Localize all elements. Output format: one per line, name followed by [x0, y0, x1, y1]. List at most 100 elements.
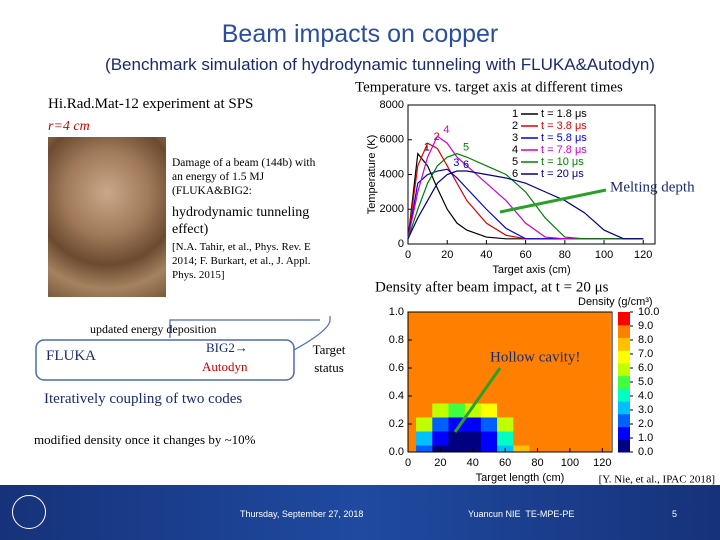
density-cell	[545, 431, 563, 446]
x-tick-label: 120	[634, 249, 652, 261]
autodyn: Autodyn	[202, 359, 248, 374]
density-cell	[408, 319, 417, 334]
density-cell	[561, 403, 579, 418]
density-cell	[497, 431, 514, 446]
density-cell	[513, 445, 530, 452]
y-tick-label: 2000	[380, 203, 404, 215]
density-cell	[416, 361, 433, 376]
density-cell	[448, 403, 466, 418]
density-cell	[561, 389, 579, 404]
density-cell	[513, 361, 530, 376]
curve-label: 3	[453, 157, 459, 169]
density-cell	[578, 431, 595, 446]
x-tick-label: 0	[405, 249, 411, 261]
slide-title: Beam impacts on copper	[221, 20, 499, 48]
cavity-annotation: Hollow cavity!	[490, 349, 580, 365]
density-cell	[464, 375, 482, 390]
footer-author: Yuancun NIE TE-MPE-PE	[468, 509, 575, 519]
density-cell	[594, 431, 611, 446]
density-cell	[432, 375, 449, 390]
density-cell	[480, 417, 498, 432]
plot-frame	[407, 311, 613, 453]
density-cell	[497, 319, 514, 334]
colorbar-tick-label: 6.0	[638, 362, 653, 374]
colorbar-tick-label: 9.0	[638, 320, 653, 332]
citation: [Y. Nie, et al., IPAC 2018]	[599, 474, 715, 486]
density-cell	[545, 347, 563, 362]
density-cell	[529, 403, 547, 418]
density-cell	[497, 417, 514, 432]
page-number: 5	[672, 509, 678, 519]
density-cell	[448, 445, 466, 452]
density-cell	[408, 403, 417, 418]
reference: [N.A. Tahir, et al., Phys. Rev. E 2014; …	[172, 241, 311, 281]
target-status: Target status	[312, 342, 346, 375]
melting-annotation: Melting depth	[610, 179, 695, 195]
density-cell	[408, 347, 417, 362]
legend-index: 3	[512, 132, 518, 144]
density-cell	[464, 431, 482, 446]
density-cell	[513, 389, 530, 404]
density-cell	[480, 347, 498, 362]
chart-title: Temperature vs. target axis at different…	[355, 79, 623, 95]
loop-arrow	[169, 316, 331, 351]
density-cell	[497, 361, 514, 376]
density-cell	[513, 333, 530, 348]
density-cell	[529, 361, 547, 376]
density-cell	[448, 389, 466, 404]
y-tick-label: 0.8	[389, 334, 404, 346]
density-cell	[594, 347, 611, 362]
curve-label: 6	[463, 159, 469, 171]
legend-index: 1	[512, 108, 518, 120]
density-cell	[432, 417, 449, 432]
y-tick-label: 1.0	[389, 306, 404, 318]
density-cell	[545, 361, 563, 376]
melting-arrow	[499, 188, 607, 214]
density-cell	[545, 319, 563, 334]
density-cell	[513, 312, 530, 320]
density-cell	[561, 312, 579, 320]
density-cell	[529, 431, 547, 446]
colorbar-swatch	[618, 413, 630, 428]
density-cell	[578, 333, 595, 348]
density-cell	[513, 319, 530, 334]
x-tick-label: 80	[559, 249, 571, 261]
series-line	[407, 152, 644, 240]
x-tick-label: 100	[561, 457, 579, 469]
density-cell	[408, 445, 417, 452]
density-cell	[594, 417, 611, 432]
colorbar-swatch	[618, 337, 630, 351]
curve-label: 4	[443, 124, 449, 136]
density-cell	[513, 417, 530, 432]
slide-subtitle: (Benchmark simulation of hydrodynamic tu…	[105, 55, 655, 74]
density-cell	[408, 375, 417, 390]
density-cell	[578, 445, 595, 452]
density-cell	[432, 403, 449, 418]
density-cell	[545, 445, 563, 452]
density-cell	[578, 347, 595, 362]
density-cell	[545, 333, 563, 348]
density-cell	[432, 333, 449, 348]
x-tick-label: 100	[595, 249, 613, 261]
x-axis-label: Target axis (cm)	[492, 264, 570, 276]
legend-label: t = 3.8 μs	[541, 120, 587, 132]
colorbar-swatch	[618, 426, 630, 440]
density-cell	[578, 417, 595, 432]
density-cell	[561, 319, 579, 334]
density-cell	[513, 431, 530, 446]
density-cell	[513, 403, 530, 418]
density-cell	[480, 333, 498, 348]
density-cell	[561, 431, 579, 446]
cavity-arrow	[453, 367, 502, 433]
legend-index: 6	[512, 168, 518, 180]
density-cell	[545, 375, 563, 390]
footer-bar	[0, 485, 720, 540]
curve-label: 1	[424, 142, 430, 154]
x-tick-label: 40	[467, 457, 479, 469]
density-cell	[464, 319, 482, 334]
colorbar-swatch	[618, 375, 630, 389]
legend-index: 4	[512, 144, 518, 156]
density-cell	[594, 389, 611, 404]
series-line	[407, 168, 644, 240]
